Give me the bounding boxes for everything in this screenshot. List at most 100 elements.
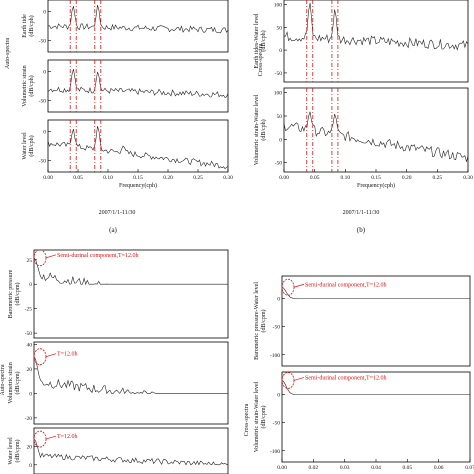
y-tick-label: 0 — [43, 10, 46, 16]
annotation-arrow — [45, 435, 57, 440]
series-line — [47, 4, 229, 34]
panel-b: (b) 2007/1/1-11/30 — [343, 210, 380, 234]
x-axis-label: Frequency(cph) — [119, 182, 157, 189]
subplot: 20 0 Water level (dB/cpm) T=12.0h — [8, 427, 229, 474]
y-tick-label: 50 — [277, 25, 283, 31]
x-tick-label: 0.02 — [309, 465, 319, 471]
y-axis-label: (dB/cpm) — [260, 310, 267, 333]
panel-c-side-label: Auto-spectra — [0, 364, 6, 395]
y-tick-label: -100 — [270, 449, 280, 455]
annotation-arrow — [45, 254, 57, 259]
annotation-text: Semi-durinal component,T=12.0h — [305, 375, 387, 381]
x-tick-label: 0.25 — [433, 175, 443, 181]
y-tick-label: -50 — [273, 325, 281, 331]
y-tick-label: 0 — [29, 391, 32, 397]
y-tick-label: 25 — [27, 258, 33, 264]
annotation-ellipse — [281, 372, 295, 389]
subplot: 100 50 0 -50 Volumetric strain-Water level (d… — [254, 87, 469, 173]
y-tick-label: 20 — [27, 444, 33, 450]
subplot: 100 50 0 -50 Earth tides-Water level (dB/cph) — [254, 0, 469, 83]
y-tick-label: -50 — [275, 161, 283, 167]
x-tick-label: 0.00 — [43, 175, 53, 181]
y-tick-label: 0 — [277, 393, 280, 399]
x-tick-label: 0.05 — [403, 465, 413, 471]
y-tick-label: 20 — [27, 367, 33, 373]
subplot-frame — [33, 341, 229, 425]
y-axis-label: Volumetric strain — [8, 362, 14, 403]
x-tick-label: 0.10 — [341, 175, 351, 181]
y-axis-label: (dB/cpm) — [14, 372, 21, 395]
panel-b-side-label: Cross-spectra — [258, 43, 264, 76]
panel-a-side-label: Auto-spectra — [5, 38, 11, 69]
series-line — [33, 356, 228, 395]
y-tick-label: 0 — [279, 137, 282, 143]
y-axis-label: (dB/cpm) — [260, 406, 267, 429]
x-tick-label: 0.15 — [133, 175, 143, 181]
x-tick-label: 0.20 — [402, 175, 412, 181]
y-tick-label: 0 — [43, 130, 46, 136]
series-line — [281, 380, 470, 395]
subplot: 0 -50 Water level (dB/cph) — [22, 119, 229, 173]
y-tick-label: 100 — [274, 91, 283, 97]
y-axis-label: (dB/cph) — [28, 15, 35, 36]
series-line — [283, 2, 469, 51]
x-tick-label: 0.06 — [434, 465, 444, 471]
y-tick-label: 40 — [27, 342, 33, 348]
panel-a-date-label: 2007/1/1-11/30 — [99, 210, 136, 216]
x-tick-label: 0.30 — [223, 175, 233, 181]
y-tick-label: 0 — [29, 282, 32, 288]
y-tick-label: 100 — [274, 3, 283, 9]
panel-a-caption: (a) — [109, 226, 117, 234]
subplot: 0 -50 -100 Barometric pressure-Water level(… — [254, 275, 471, 367]
y-tick-label: 0 — [29, 463, 32, 469]
panel-b-date-label: 2007/1/1-11/30 — [343, 210, 380, 216]
x-tick-label: 0.07 — [465, 465, 474, 471]
annotation-ellipse — [281, 278, 295, 296]
y-axis-label: Volumetric strain — [22, 65, 28, 106]
subplot-frame — [283, 87, 469, 173]
y-tick-label: 50 — [277, 114, 283, 120]
annotation-ellipse — [33, 430, 47, 448]
subplot-frame — [47, 119, 229, 173]
subplot-frame — [33, 427, 229, 474]
series-line — [33, 438, 229, 466]
annotation-text: Semi-durinal component,T=12.0h — [57, 253, 139, 259]
x-tick-label: 0.03 — [340, 465, 350, 471]
x-axis-label: Frequency(cph) — [357, 182, 395, 189]
y-tick-label: -50 — [273, 421, 281, 427]
y-axis-label: Volumetric strain-Water level — [254, 94, 260, 165]
y-tick-label: -100 — [270, 353, 280, 359]
x-tick-label: 0.05 — [310, 175, 320, 181]
x-tick-label: 0.25 — [193, 175, 203, 181]
y-axis-label: Earth tide — [22, 14, 28, 38]
subplot-frame — [281, 275, 471, 367]
y-axis-label: (dB/cph) — [28, 135, 35, 156]
annotation-text: T=12.0h — [57, 434, 78, 440]
y-tick-label: -50 — [39, 38, 47, 44]
y-axis-label: (dB/cph) — [28, 75, 35, 96]
series-line — [47, 126, 229, 170]
y-tick-label: 0 — [279, 48, 282, 54]
annotation-text: T=12.0h — [57, 352, 78, 358]
annotation-text: Semi-durinal component,T=12.0h — [305, 282, 387, 288]
y-tick-label: 0 — [277, 297, 280, 303]
x-tick-label: 0.30 — [463, 175, 473, 181]
subplot-frame — [33, 249, 229, 339]
subplot: 0 -50 Volumetric strain (dB/cph) — [22, 59, 229, 113]
annotation-ellipse — [33, 249, 47, 267]
subplot-frame — [47, 59, 229, 113]
panel-d-side-label: Cross-spectra — [244, 403, 250, 436]
y-tick-label: -50 — [25, 331, 33, 337]
x-tick-label: 0.20 — [163, 175, 173, 181]
panel-b-caption: (b) — [357, 226, 366, 234]
subplot: 0 -50 -100 Volumetric strain-Water level (dB… — [254, 371, 471, 463]
y-tick-label: -50 — [39, 158, 47, 164]
y-tick-label: -50 — [39, 98, 47, 104]
y-axis-label: (dB/cpm) — [14, 283, 21, 306]
x-tick-label: 0.15 — [371, 175, 381, 181]
y-axis-label: Barometric pressure — [8, 269, 14, 318]
x-tick-label: 0.10 — [103, 175, 113, 181]
subplot-frame — [281, 371, 471, 463]
